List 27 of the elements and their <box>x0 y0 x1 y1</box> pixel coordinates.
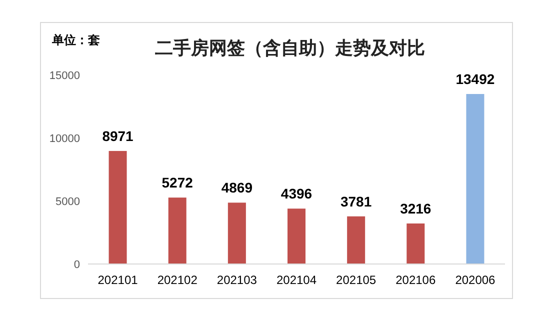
data-label: 4869 <box>221 180 253 196</box>
x-tick-label: 202006 <box>455 273 496 287</box>
data-label: 3781 <box>340 193 372 210</box>
data-label: 4396 <box>280 186 312 202</box>
x-tick-label: 202102 <box>157 273 198 287</box>
bar <box>228 202 246 264</box>
text: 单位：套 <box>51 33 100 47</box>
bar <box>406 223 425 264</box>
bar <box>347 216 366 264</box>
data-label: 13492 <box>456 71 495 87</box>
x-tick-label: 202103 <box>216 273 258 287</box>
bar <box>168 198 186 264</box>
y-tick-label: 0 <box>74 259 80 271</box>
bar <box>108 150 127 264</box>
bar <box>466 94 484 264</box>
x-tick-label: 202106 <box>396 273 436 287</box>
bar <box>288 208 306 264</box>
chart-title: 二手房网签（含自助）走势及对比 <box>155 38 425 58</box>
x-tick-label: 202105 <box>336 273 376 287</box>
data-label: 8971 <box>102 128 134 144</box>
y-tick-label: 5000 <box>56 196 80 208</box>
y-tick-label: 10000 <box>49 133 80 145</box>
data-label: 3216 <box>400 200 432 216</box>
y-tick-label: 15000 <box>49 70 80 82</box>
x-tick-label: 202104 <box>276 273 317 287</box>
x-tick-label: 202101 <box>98 273 138 287</box>
data-label: 5272 <box>162 174 194 191</box>
